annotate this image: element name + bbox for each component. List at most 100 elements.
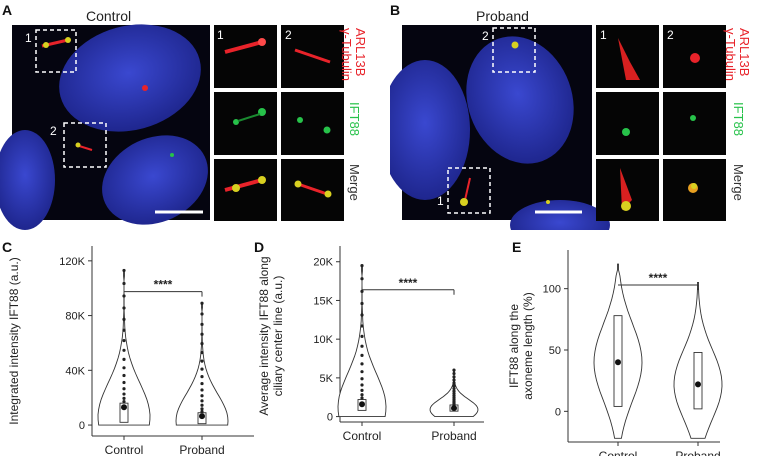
- outlier-point: [360, 396, 364, 400]
- outlier-point: [122, 392, 126, 396]
- outlier-point: [200, 342, 204, 346]
- outlier-point: [360, 313, 364, 317]
- label-merge-b: Merge: [731, 164, 746, 201]
- outlier-point: [360, 324, 364, 328]
- x-tick-label: Proband: [431, 429, 476, 443]
- outlier-point: [122, 338, 126, 343]
- outlier-point: [122, 348, 126, 352]
- panel-label-c: C: [2, 239, 12, 255]
- significance-stars: ****: [649, 271, 668, 285]
- x-tick-label: Control: [599, 449, 638, 456]
- outlier-point: [360, 344, 364, 348]
- panel-b-title: Proband: [476, 8, 529, 24]
- y-tick-label: 80K: [65, 311, 85, 323]
- outlier-point: [122, 268, 126, 273]
- outlier-point: [360, 264, 364, 268]
- nucleus: [466, 36, 574, 164]
- y-axis-label: IFT88 along the: [507, 304, 521, 388]
- outlier-point: [452, 368, 456, 372]
- outlier-point: [122, 366, 126, 370]
- outlier-point: [122, 373, 126, 378]
- label-merge-a: Merge: [347, 164, 362, 201]
- y-tick-label: 15K: [313, 295, 333, 307]
- outlier-point: [360, 289, 364, 293]
- outlier-point: [360, 383, 364, 387]
- significance-stars: ****: [399, 276, 418, 290]
- outlier-point: [360, 334, 364, 339]
- label-ift88-b: IFT88: [731, 102, 746, 136]
- outlier-point: [452, 378, 456, 382]
- label-arl13b-b: ARL13B: [737, 28, 752, 77]
- outlier-point: [122, 294, 126, 298]
- mean-point: [121, 404, 127, 411]
- mean-point: [695, 381, 701, 388]
- y-axis-label: ciliary center line (a.u.): [271, 276, 285, 397]
- outlier-point: [452, 371, 456, 376]
- y-tick-label: 100: [543, 284, 561, 296]
- outlier-point: [452, 386, 456, 391]
- outlier-point: [200, 381, 204, 386]
- y-axis-label: axoneme length (%): [521, 292, 535, 399]
- nucleus: [102, 135, 208, 225]
- outlier-point: [452, 375, 456, 379]
- iqr-box: [693, 352, 703, 410]
- outlier-point: [200, 403, 204, 407]
- y-tick-label: 0: [79, 420, 85, 432]
- violin-charts: C 0 40K 80K 120K Integrated intensity IFT88 (…: [2, 239, 723, 456]
- label-arl13b-a: ARL13B: [353, 28, 368, 77]
- tile-number: 1: [217, 28, 224, 42]
- outlier-point: [452, 389, 456, 393]
- zoom-box-2: [63, 122, 107, 168]
- outlier-point: [122, 328, 126, 332]
- zoom-box-1-number: 1: [437, 194, 444, 208]
- panel-label-b: B: [390, 2, 401, 18]
- label-tubulin-a: γ-Tubulin: [339, 28, 354, 81]
- outlier-point: [360, 301, 364, 306]
- outlier-point: [452, 391, 456, 396]
- outlier-point: [360, 393, 364, 397]
- zoom-box-1: [35, 29, 77, 73]
- panel-a-micrographs: 1 2 1 2: [0, 24, 344, 230]
- outlier-point: [122, 306, 126, 310]
- significance-stars: ****: [154, 278, 173, 292]
- tile-number: 2: [667, 28, 674, 42]
- nucleus: [390, 60, 470, 200]
- zoom-box-2: [492, 27, 536, 73]
- violin-control: [337, 265, 387, 418]
- outlier-point: [452, 381, 456, 385]
- x-tick-label: Control: [105, 443, 144, 456]
- mean-point: [451, 405, 457, 412]
- panel-label-d: D: [254, 239, 264, 255]
- x-tick-label: Proband: [675, 449, 720, 456]
- outlier-point: [360, 388, 364, 392]
- outlier-point: [200, 359, 204, 363]
- violin-proband: [175, 302, 229, 426]
- nucleus: [59, 24, 201, 132]
- outlier-point: [360, 353, 364, 357]
- y-tick-label: 5K: [320, 373, 334, 385]
- outlier-point: [122, 396, 126, 400]
- outlier-point: [452, 394, 456, 398]
- outlier-point: [200, 407, 204, 411]
- panel-a-title: Control: [86, 8, 132, 24]
- nucleus: [510, 200, 610, 230]
- outlier-point: [360, 277, 364, 281]
- outlier-point: [360, 377, 364, 381]
- outlier-point: [360, 362, 364, 366]
- outlier-point: [200, 399, 204, 403]
- outlier-point: [122, 357, 126, 361]
- tile-number: 2: [285, 28, 292, 42]
- tile-number: 1: [600, 28, 607, 42]
- outlier-point: [122, 380, 126, 385]
- outlier-point: [200, 375, 204, 379]
- outlier-point: [122, 399, 126, 404]
- y-tick-label: 20K: [313, 257, 333, 269]
- x-tick-label: Control: [343, 429, 382, 443]
- outlier-point: [122, 387, 126, 391]
- outlier-point: [360, 370, 364, 374]
- outlier-point: [200, 394, 204, 398]
- y-axis-label: Integrated intensity IFT88 (a.u.): [7, 257, 21, 424]
- outlier-point: [200, 301, 204, 305]
- y-tick-label: 120K: [59, 256, 85, 268]
